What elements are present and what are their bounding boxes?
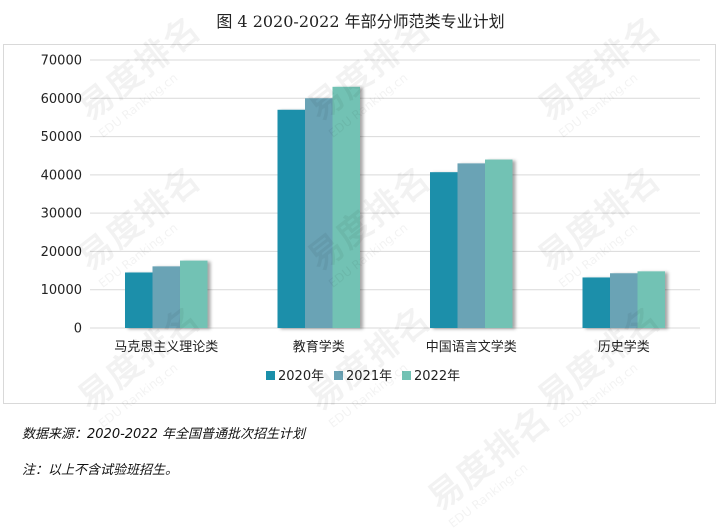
- legend-swatch: [334, 371, 343, 380]
- legend-label: 2022年: [414, 369, 460, 384]
- legend-label: 2021年: [346, 369, 392, 384]
- bar: [485, 159, 513, 328]
- y-tick-label: 60000: [41, 92, 82, 107]
- legend-swatch: [266, 371, 275, 380]
- x-category-label: 中国语言文学类: [426, 339, 517, 355]
- source-note: 数据来源：2020-2022 年全国普通批次招生计划: [22, 427, 305, 442]
- footnote: 注：以上不含试验班招生。: [22, 463, 179, 478]
- bar: [637, 271, 665, 328]
- bar: [152, 266, 180, 328]
- y-tick-label: 40000: [41, 168, 82, 183]
- y-tick-label: 20000: [41, 245, 82, 260]
- bar: [277, 109, 305, 329]
- bar: [180, 260, 208, 328]
- y-tick-label: 30000: [41, 207, 82, 222]
- bar: [610, 273, 638, 328]
- legend-label: 2020年: [278, 369, 324, 384]
- x-category-label: 马克思主义理论类: [114, 340, 218, 355]
- y-tick-label: 10000: [41, 283, 82, 298]
- x-category-label: 历史学类: [598, 339, 650, 355]
- y-tick-label: 0: [74, 322, 82, 337]
- bar: [125, 272, 153, 328]
- y-tick-label: 50000: [41, 130, 82, 145]
- bar: [582, 277, 610, 328]
- bar: [305, 98, 333, 329]
- bar: [430, 172, 458, 328]
- x-category-label: 教育学类: [293, 339, 345, 355]
- bar-chart: 0 10000 20000 30000 40000 50000 60000 70000 马克思主…: [41, 54, 700, 384]
- bar: [332, 86, 360, 328]
- y-tick-label: 70000: [41, 54, 82, 69]
- chart-title: 图 4 2020-2022 年部分师范类专业计划: [216, 12, 505, 31]
- legend-swatch: [402, 371, 411, 380]
- bar: [457, 163, 485, 328]
